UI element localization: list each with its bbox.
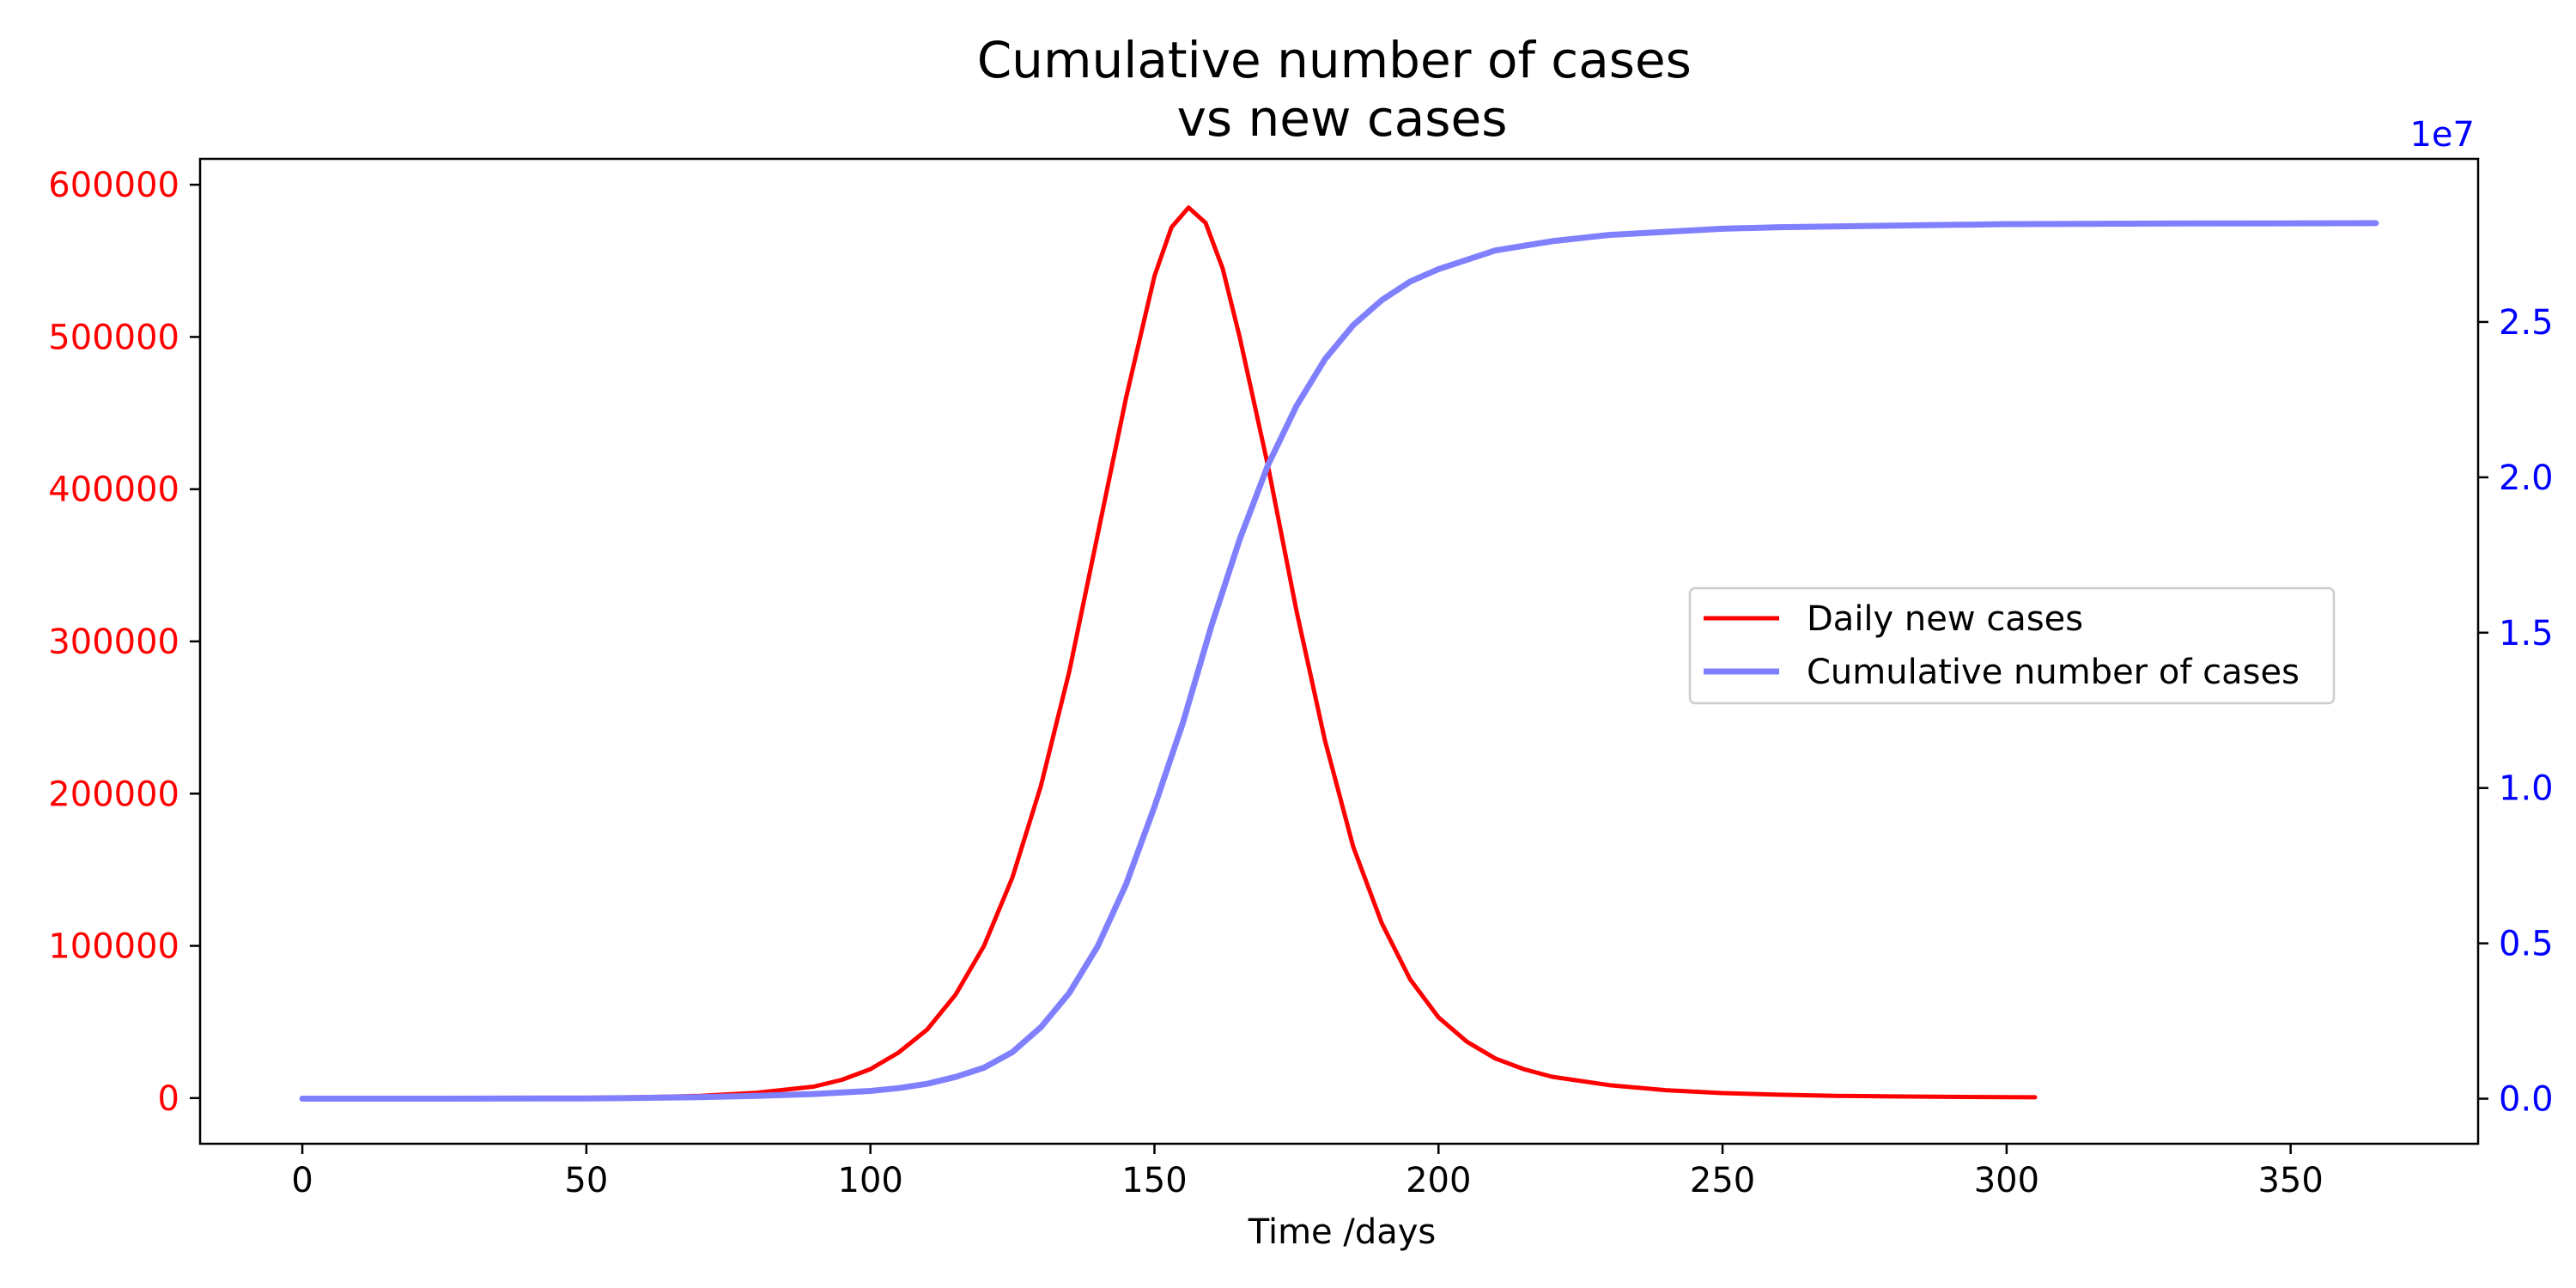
right-y-tick-label: 2.5 — [2499, 303, 2554, 343]
right-y-tick-label: 0.5 — [2499, 925, 2554, 964]
x-tick-label: 100 — [838, 1161, 903, 1200]
left-y-tick-label: 100000 — [48, 927, 179, 967]
left-y-tick-label: 500000 — [48, 318, 179, 357]
legend-label-cumulative-cases: Cumulative number of cases — [1807, 653, 2300, 692]
plot-layer — [299, 205, 2379, 1102]
right-axis-offset-text: 1e7 — [2409, 115, 2475, 155]
right-y-tick-label: 1.0 — [2499, 769, 2554, 809]
right-y-tick-label: 0.0 — [2499, 1080, 2554, 1120]
left-y-tick-label: 400000 — [48, 471, 179, 510]
chart-title-line-2: vs new cases — [1177, 89, 1508, 148]
left-y-tick-label: 600000 — [48, 166, 179, 205]
x-tick-label: 200 — [1406, 1161, 1471, 1200]
right-y-tick-label: 2.0 — [2499, 459, 2554, 498]
plot-frame — [198, 157, 2480, 1145]
x-tick-label: 50 — [564, 1161, 608, 1200]
series-line-daily-new-cases — [300, 205, 2038, 1101]
legend-label-daily-new-cases: Daily new cases — [1807, 599, 2083, 639]
x-tick-label: 150 — [1121, 1161, 1187, 1200]
x-tick-label: 300 — [1974, 1161, 2039, 1200]
x-tick-label: 350 — [2257, 1161, 2323, 1200]
left-y-tick-label: 0 — [158, 1079, 179, 1119]
legend: Daily new cases Cumulative number of cas… — [1688, 586, 2336, 705]
legend-box — [1688, 586, 2336, 705]
chart-title: Cumulative number of cases vs new cases — [977, 31, 1708, 148]
right-y-tick-label: 1.5 — [2499, 614, 2554, 653]
chart-title-line-1: Cumulative number of cases — [977, 31, 1692, 89]
left-y-tick-label: 200000 — [48, 775, 179, 814]
x-axis-label: Time /days — [1248, 1212, 1437, 1252]
x-tick-label: 250 — [1690, 1161, 1755, 1200]
x-tick-label: 0 — [291, 1161, 313, 1200]
series-line-cumulative-cases — [299, 220, 2379, 1102]
axes-layer: 0 50 100 150 200 250 300 350 0 100000 200000 300000… — [48, 157, 2554, 1200]
left-y-tick-label: 300000 — [48, 623, 179, 662]
